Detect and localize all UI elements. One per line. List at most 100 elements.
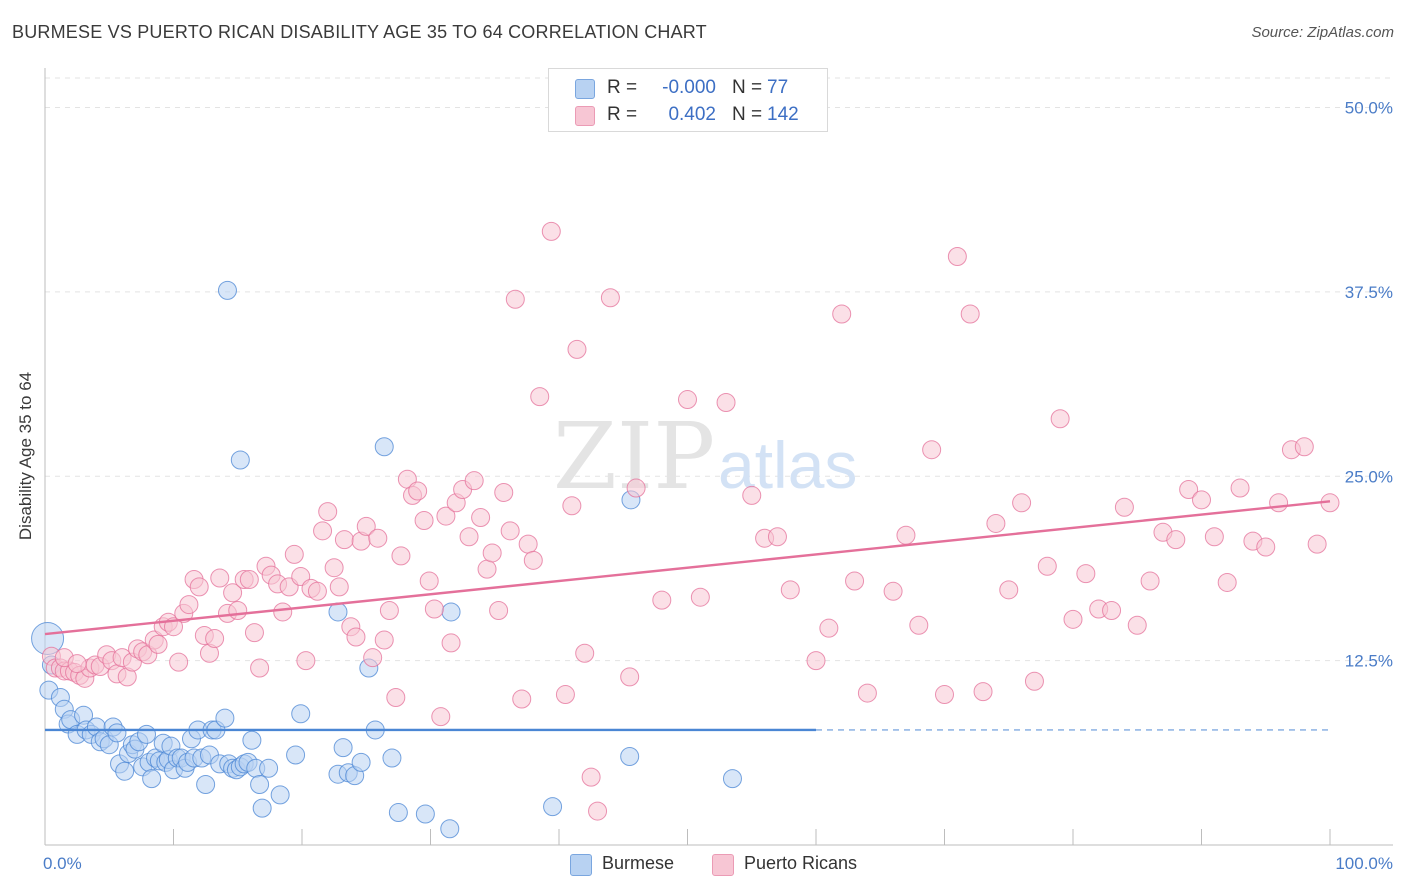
r-label: R =: [607, 104, 638, 125]
data-point: [217, 280, 237, 300]
data-point: [148, 634, 168, 654]
data-point: [313, 521, 333, 541]
watermark-atlas: atlas: [718, 428, 857, 502]
data-point: [382, 748, 402, 768]
data-point: [620, 747, 640, 766]
data-point: [1012, 493, 1032, 513]
data-point: [223, 583, 243, 603]
data-point: [67, 654, 87, 674]
data-point: [351, 752, 371, 772]
data-point: [471, 508, 491, 528]
data-point: [1307, 534, 1327, 554]
data-point: [986, 513, 1006, 533]
data-point: [530, 387, 550, 407]
data-point: [368, 528, 388, 548]
data-point: [273, 602, 293, 622]
data-point: [1204, 527, 1224, 547]
data-point: [512, 689, 532, 709]
data-point: [250, 658, 270, 678]
data-point: [196, 775, 216, 795]
legend-label: Puerto Ricans: [744, 853, 858, 873]
y-tick-label: 37.5%: [1345, 283, 1393, 302]
data-point: [210, 568, 230, 588]
data-point: [250, 775, 270, 795]
chart-source: Source: ZipAtlas.com: [1251, 24, 1394, 41]
data-point: [296, 651, 316, 671]
data-point: [459, 527, 479, 547]
data-point: [1192, 490, 1211, 510]
data-point: [374, 437, 394, 457]
data-point: [142, 769, 162, 789]
data-point: [716, 393, 736, 412]
data-point: [379, 600, 399, 620]
data-point: [588, 801, 608, 821]
n-label: N =: [732, 104, 763, 125]
data-point: [242, 730, 262, 750]
data-point: [291, 704, 311, 724]
data-point: [896, 525, 916, 545]
data-point: [922, 440, 942, 460]
data-point: [374, 630, 394, 650]
n-value: 142: [767, 104, 799, 125]
data-point: [722, 769, 742, 789]
data-point: [189, 577, 209, 597]
data-point: [541, 221, 561, 241]
data-point: [1063, 609, 1083, 629]
series-puerto-ricans: [41, 221, 1340, 821]
data-point: [1037, 556, 1057, 576]
data-point: [388, 803, 408, 823]
data-point: [333, 738, 353, 758]
data-point: [494, 482, 514, 502]
x-tick-label: 100.0%: [1335, 854, 1393, 873]
tick-labels: 12.5% 25.0% 37.5% 50.0% 0.0% 100.0%: [43, 99, 1393, 874]
data-point: [999, 580, 1019, 600]
data-point: [1076, 564, 1096, 584]
y-tick-label: 50.0%: [1345, 99, 1393, 118]
data-point: [1102, 600, 1122, 620]
data-point: [523, 550, 543, 570]
data-point: [767, 527, 787, 547]
data-points: [31, 221, 1340, 839]
data-point: [284, 544, 304, 564]
puerto-ricans-swatch: [575, 106, 595, 126]
data-point: [1127, 615, 1147, 635]
r-value: -0.000: [662, 77, 716, 98]
data-point: [334, 530, 354, 550]
data-point: [1256, 537, 1276, 557]
data-point: [414, 511, 434, 530]
data-point: [205, 629, 225, 648]
data-point: [179, 595, 199, 615]
data-point: [883, 581, 903, 601]
data-point: [440, 819, 460, 839]
data-point: [441, 602, 461, 622]
legend-label: Burmese: [602, 853, 675, 873]
data-point: [935, 685, 954, 705]
data-point: [1024, 671, 1044, 691]
y-tick-label: 12.5%: [1345, 652, 1393, 671]
data-point: [845, 571, 865, 591]
data-point: [286, 745, 306, 765]
burmese-swatch: [575, 79, 595, 99]
data-point: [215, 708, 235, 728]
r-value: 0.402: [668, 104, 716, 125]
data-point: [424, 599, 444, 619]
trend-lines: [44, 500, 1331, 732]
data-point: [555, 685, 575, 705]
data-point: [806, 651, 826, 671]
data-point: [652, 590, 672, 610]
data-point: [169, 652, 189, 672]
watermark: ZIP atlas: [553, 403, 857, 510]
data-point: [1230, 478, 1250, 498]
data-point: [482, 543, 502, 563]
data-point: [973, 682, 993, 702]
data-point: [742, 485, 762, 505]
x-tick-label: 0.0%: [43, 854, 82, 873]
data-point: [1050, 409, 1070, 429]
data-point: [960, 304, 980, 324]
data-point: [230, 450, 250, 470]
n-label: N =: [732, 77, 763, 98]
trend-line: [44, 500, 1331, 636]
data-point: [1179, 480, 1199, 500]
data-point: [115, 761, 135, 781]
